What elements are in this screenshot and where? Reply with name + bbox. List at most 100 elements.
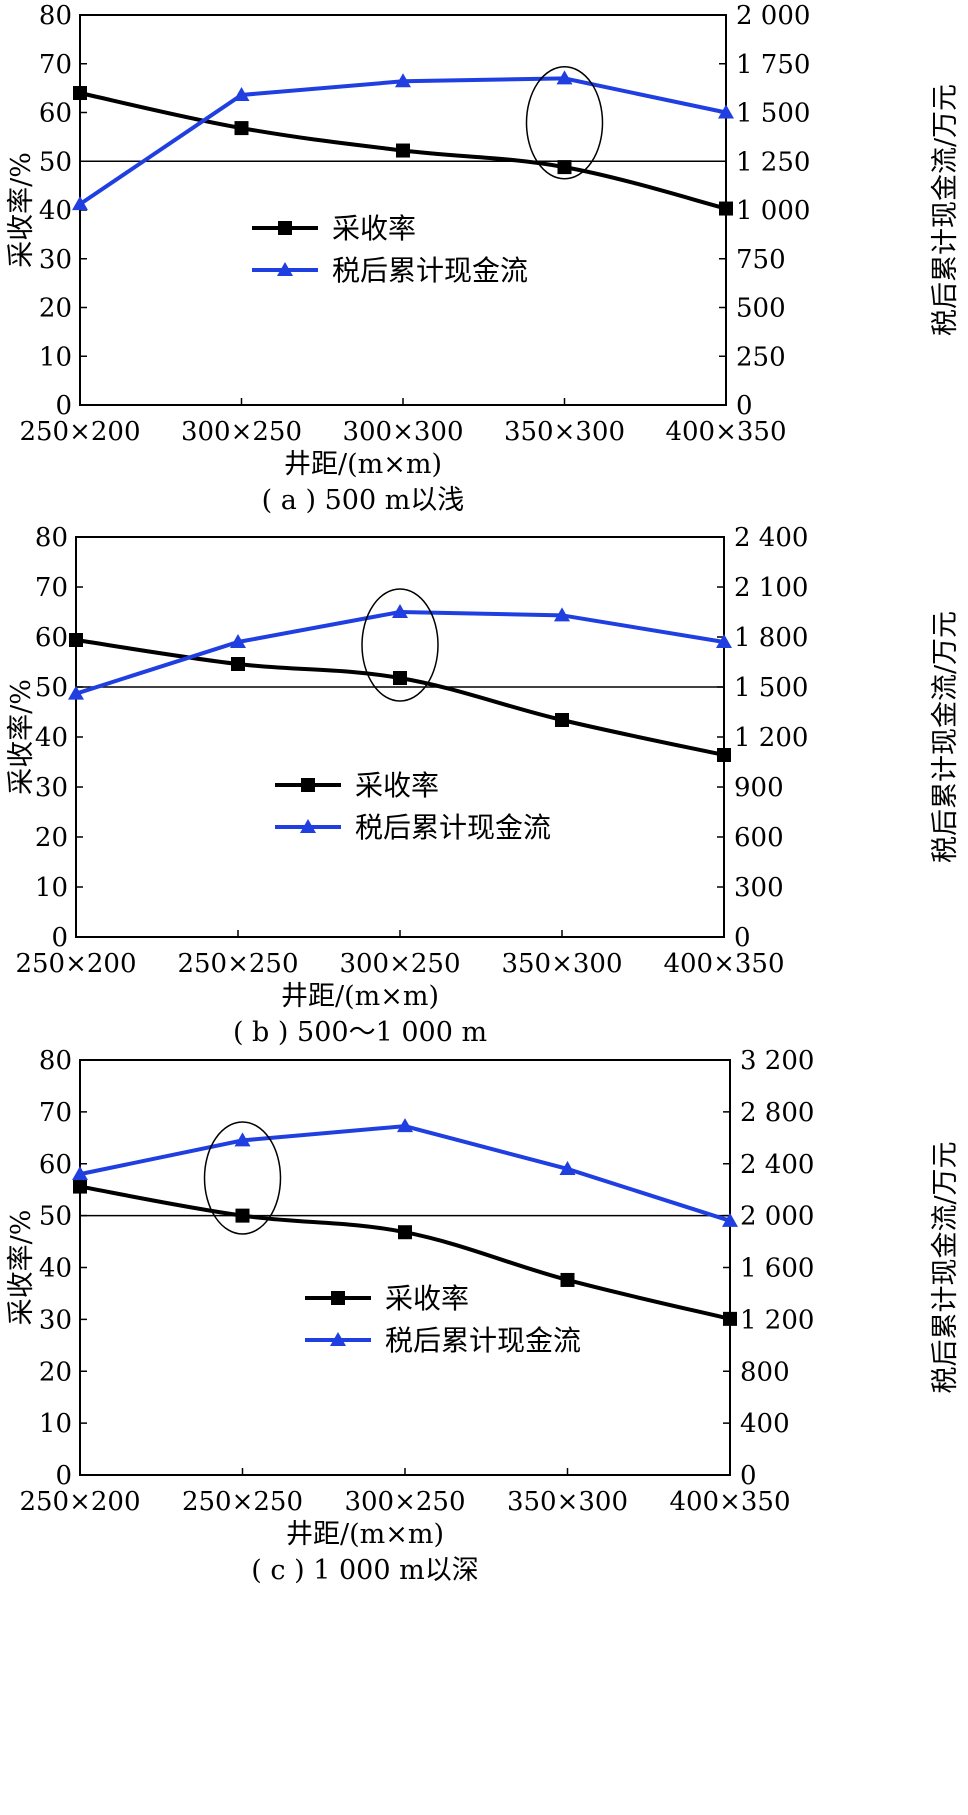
right-tick-label: 1 000	[736, 196, 810, 226]
legend-marker-recovery-rate	[331, 1291, 345, 1305]
cash-flow-point	[397, 1118, 413, 1133]
legend-label-recovery-rate: 采收率	[355, 769, 439, 802]
right-tick-label: 0	[736, 391, 753, 421]
legend-label-cash-flow: 税后累计现金流	[332, 254, 528, 287]
cash-flow-point	[718, 104, 734, 119]
recovery-rate-point	[231, 657, 245, 671]
left-axis-title: 采收率/%	[6, 679, 37, 795]
left-axis-title: 采收率/%	[6, 152, 37, 268]
right-tick-label: 0	[734, 923, 751, 953]
right-tick-label: 1 200	[734, 723, 808, 753]
highlight-ellipse	[525, 65, 604, 180]
left-tick-label: 0	[51, 923, 68, 953]
right-tick-label: 1 800	[734, 623, 808, 653]
recovery-rate-point	[396, 143, 410, 158]
legend-marker-cash-flow	[330, 1332, 346, 1346]
left-tick-label: 70	[35, 573, 68, 603]
legend-label-recovery-rate: 采收率	[332, 212, 416, 245]
recovery-rate-point	[723, 1311, 737, 1326]
cash-flow-point	[559, 1160, 576, 1175]
left-tick-label: 10	[39, 1409, 72, 1439]
recovery-rate-line	[75, 638, 725, 757]
left-tick-label: 10	[39, 342, 72, 372]
left-tick-label: 40	[39, 196, 72, 226]
right-tick-label: 900	[734, 773, 784, 803]
right-tick-label: 2 800	[740, 1098, 814, 1128]
panel-caption: ( c ) 1 000 m以深	[251, 1555, 478, 1586]
x-tick-label: 300×250	[339, 949, 460, 979]
left-tick-label: 50	[35, 673, 68, 703]
plot-frame	[75, 536, 725, 938]
left-tick-label: 70	[39, 1098, 72, 1128]
x-tick-label: 250×200	[19, 1487, 140, 1517]
x-tick-label: 350×300	[504, 417, 625, 447]
recovery-rate-point	[557, 160, 572, 175]
cash-flow-point	[234, 1132, 251, 1147]
cash-flow-point	[72, 1166, 88, 1181]
cash-flow-point	[716, 634, 732, 648]
recovery-rate-point	[69, 633, 83, 647]
x-tick-label: 250×250	[182, 1487, 303, 1517]
x-tick-label: 350×300	[501, 949, 622, 979]
left-tick-label: 70	[39, 50, 72, 80]
highlight-ellipse	[361, 588, 439, 702]
left-tick-label: 30	[39, 245, 72, 275]
legend-marker-cash-flow	[300, 819, 316, 833]
left-tick-label: 80	[35, 523, 68, 553]
left-tick-label: 10	[35, 873, 68, 903]
x-tick-label: 400×350	[665, 417, 786, 447]
right-tick-label: 1 750	[736, 50, 810, 80]
right-tick-label: 2 000	[740, 1202, 814, 1232]
legend-marker-recovery-rate	[301, 778, 315, 792]
right-tick-label: 800	[740, 1357, 790, 1387]
legend-marker-recovery-rate	[278, 221, 292, 235]
legend-label-cash-flow: 税后累计现金流	[385, 1324, 581, 1357]
right-tick-label: 750	[736, 245, 786, 275]
left-tick-label: 20	[35, 823, 68, 853]
right-tick-label: 2 000	[736, 1, 810, 31]
recovery-rate-point	[393, 671, 407, 685]
cash-flow-point	[395, 73, 411, 88]
recovery-rate-point	[555, 713, 569, 727]
recovery-rate-point	[234, 121, 249, 136]
recovery-rate-point	[73, 86, 87, 100]
recovery-rate-point	[717, 748, 731, 762]
recovery-rate-point	[73, 1179, 87, 1194]
left-tick-label: 30	[39, 1305, 72, 1335]
right-tick-label: 1 500	[736, 99, 810, 129]
right-tick-label: 3 200	[740, 1046, 814, 1076]
x-tick-label: 400×350	[669, 1487, 790, 1517]
left-tick-label: 40	[35, 723, 68, 753]
right-tick-label: 1 500	[734, 673, 808, 703]
x-axis-title: 井距/(m×m)	[286, 1519, 444, 1550]
chart-panel-a: 0 10 20 30 40 50 60 70 80 0 250 500 750 1 000 1 250 1 5…	[6, 1, 961, 516]
cash-flow-point	[556, 70, 573, 85]
left-tick-label: 50	[39, 147, 72, 177]
cash-flow-point	[230, 634, 246, 648]
left-tick-label: 20	[39, 1357, 72, 1387]
x-tick-label: 350×300	[507, 1487, 628, 1517]
left-tick-label: 50	[39, 1202, 72, 1232]
x-tick-label: 250×250	[177, 949, 298, 979]
left-tick-label: 0	[55, 1461, 72, 1491]
x-tick-label: 400×350	[663, 949, 784, 979]
left-tick-label: 80	[39, 1, 72, 31]
right-tick-label: 1 250	[736, 147, 810, 177]
x-tick-label: 300×250	[344, 1487, 465, 1517]
recovery-rate-point	[398, 1225, 412, 1240]
right-tick-label: 1 600	[740, 1254, 814, 1284]
legend-marker-cash-flow	[277, 262, 293, 276]
right-tick-label: 250	[736, 342, 786, 372]
right-tick-label: 300	[734, 873, 784, 903]
chart-panel-b: 0 10 20 30 40 50 60 70 80 0 300 600 900 1 200 1 500 1 8…	[6, 523, 961, 1048]
right-tick-label: 1 200	[740, 1305, 814, 1335]
panel-caption: ( b ) 500～1 000 m	[233, 1017, 487, 1048]
x-tick-label: 300×250	[181, 417, 302, 447]
left-axis-title: 采收率/%	[6, 1210, 37, 1326]
right-tick-label: 600	[734, 823, 784, 853]
panel-caption: ( a ) 500 m以浅	[262, 485, 465, 516]
right-axis-title: 税后累计现金流/万元	[930, 84, 961, 336]
